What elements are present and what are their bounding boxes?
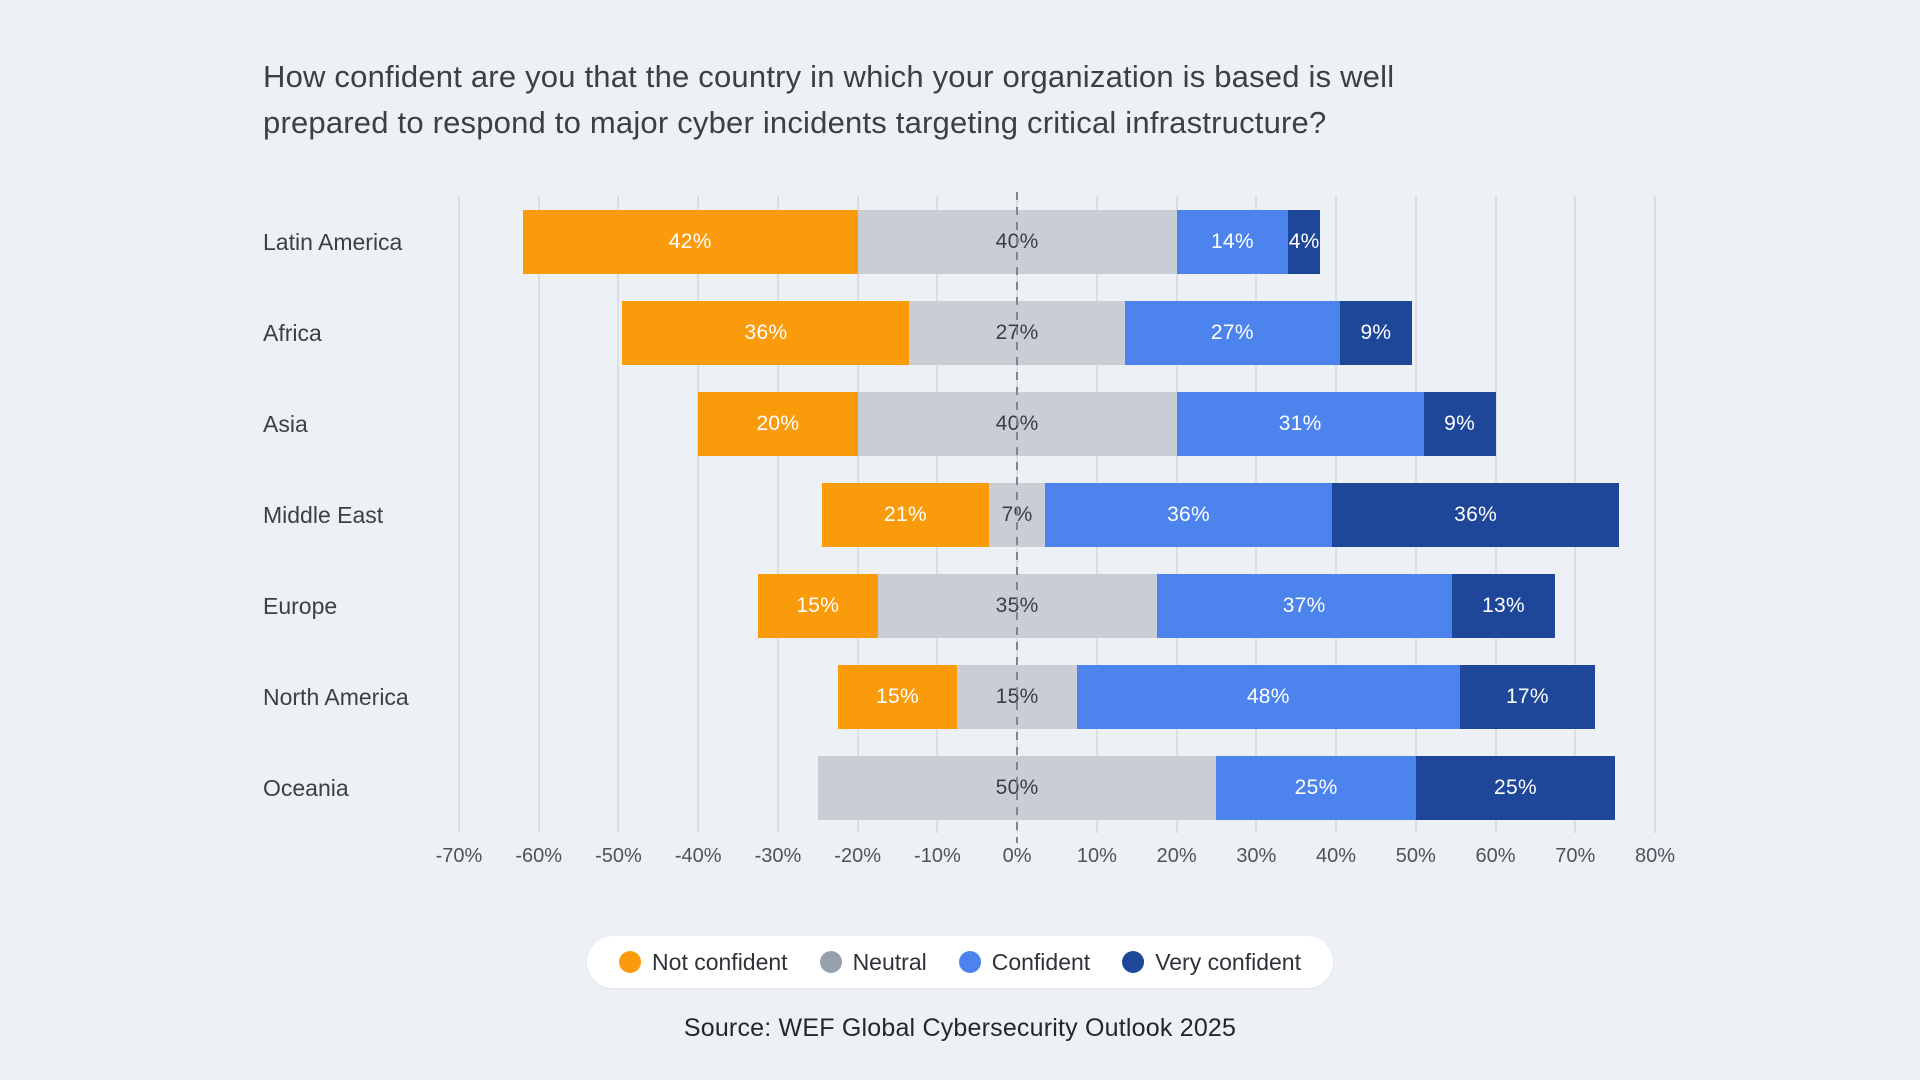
bar-segment-confident: 14% xyxy=(1176,209,1289,274)
neutral-swatch-icon xyxy=(819,951,842,973)
x-tick-label: -30% xyxy=(754,845,802,867)
segment-value-label: 4% xyxy=(1288,229,1320,253)
bar-row-middle-east: 21%7%36%36% xyxy=(459,482,1655,547)
legend: Not confident Neutral Confident Very confid… xyxy=(587,936,1333,988)
segment-value-label: 15% xyxy=(796,593,840,617)
segment-value-label: 9% xyxy=(1444,411,1476,435)
bar-row-north-america: 15%15%48%17% xyxy=(459,664,1655,729)
x-tick-label: -40% xyxy=(674,845,722,867)
x-tick-label: 80% xyxy=(1634,845,1676,867)
category-label-africa: Africa xyxy=(263,319,322,346)
segment-value-label: 36% xyxy=(744,320,788,344)
gridline xyxy=(537,196,540,833)
segment-value-label: 25% xyxy=(1294,775,1338,799)
x-tick-label: 30% xyxy=(1236,845,1277,867)
legend-label: Neutral xyxy=(852,948,927,975)
segment-value-label: 37% xyxy=(1282,593,1326,617)
legend-label: Not confident xyxy=(652,948,788,975)
gridline xyxy=(458,196,460,833)
chart-title: How confident are you that the country i… xyxy=(263,59,1395,140)
x-tick-label: -50% xyxy=(595,845,642,867)
bar-segment-not_confident: 15% xyxy=(758,573,878,638)
category-label-north-america: North America xyxy=(263,683,409,710)
segment-value-label: 25% xyxy=(1493,775,1537,799)
segment-value-label: 36% xyxy=(1454,502,1498,526)
x-tick-label: -20% xyxy=(834,845,882,867)
legend-label: Confident xyxy=(991,948,1091,975)
bar-segment-not_confident: 36% xyxy=(622,300,910,365)
category-label-asia: Asia xyxy=(263,410,308,437)
gridline xyxy=(1654,196,1656,833)
bar-segment-not_confident: 15% xyxy=(837,664,958,729)
gridline xyxy=(617,196,620,833)
confident-swatch-icon xyxy=(958,951,981,973)
segment-value-label: 13% xyxy=(1482,593,1525,617)
legend-item-very_confident: Very confident xyxy=(1122,949,1301,976)
x-tick-label: 0% xyxy=(1002,845,1032,867)
segment-value-label: 36% xyxy=(1167,502,1211,526)
source-caption: Source: WEF Global Cybersecurity Outlook… xyxy=(683,1014,1237,1042)
bar-segment-not_confident: 20% xyxy=(698,391,858,456)
x-axis: -70% -60% -50% -40% -30% -20% -10% 0% 10% 20% 30% 4… xyxy=(436,845,1675,871)
bar-segment-not_confident: 42% xyxy=(522,209,858,274)
category-label-middle-east: Middle East xyxy=(263,501,384,528)
segment-value-label: 21% xyxy=(884,502,927,526)
bar-segment-confident: 25% xyxy=(1216,755,1416,820)
segment-value-label: 17% xyxy=(1505,684,1549,708)
segment-value-label: 14% xyxy=(1210,229,1254,253)
x-tick-label: -10% xyxy=(914,845,961,867)
bar-row-asia: 20%40%31%9% xyxy=(459,391,1655,456)
segment-value-label: 9% xyxy=(1360,320,1392,344)
gridline xyxy=(697,196,700,833)
x-tick-label: -70% xyxy=(435,845,483,867)
x-tick-label: 50% xyxy=(1395,845,1436,867)
x-tick-label: 40% xyxy=(1316,845,1357,867)
legend-item-neutral: Neutral xyxy=(819,948,927,976)
bar-segment-confident: 48% xyxy=(1076,664,1460,729)
bar-segment-very_confident: 9% xyxy=(1423,391,1496,456)
bar-segment-very_confident: 9% xyxy=(1340,300,1412,365)
x-tick-label: -60% xyxy=(515,845,563,867)
category-label-latin-america: Latin America xyxy=(263,228,403,255)
bar-segment-confident: 37% xyxy=(1156,573,1452,638)
legend-item-confident: Confident xyxy=(958,948,1091,976)
x-tick-label: 60% xyxy=(1475,845,1516,867)
bar-segment-very_confident: 25% xyxy=(1415,755,1616,820)
bar-segment-very_confident: 13% xyxy=(1451,573,1556,638)
not_confident-swatch-icon xyxy=(619,951,642,973)
segment-value-label: 15% xyxy=(876,684,919,708)
x-tick-label: 10% xyxy=(1076,845,1117,867)
segment-value-label: 31% xyxy=(1278,411,1322,435)
x-tick-label: 20% xyxy=(1156,845,1197,867)
zero-baseline xyxy=(1016,192,1019,843)
bar-segment-confident: 36% xyxy=(1045,482,1333,547)
bar-segment-confident: 31% xyxy=(1176,391,1424,456)
segment-value-label: 27% xyxy=(1210,320,1254,344)
gridline xyxy=(776,196,779,833)
bar-segment-very_confident: 36% xyxy=(1332,482,1620,547)
segment-value-label: 48% xyxy=(1246,684,1290,708)
category-label-oceania: Oceania xyxy=(263,774,349,801)
bar-row-oceania: 50%25%25% xyxy=(459,755,1655,820)
bar-segment-not_confident: 21% xyxy=(821,482,990,547)
plot-area: 42%40%14%4%36%27%27%9%20%40%31%9%21%7%36… xyxy=(458,192,1656,843)
bar-segment-very_confident: 17% xyxy=(1459,664,1596,729)
bar-row-europe: 15%35%37%13% xyxy=(459,573,1655,638)
bar-row-latin-america: 42%40%14%4% xyxy=(459,209,1655,274)
category-label-europe: Europe xyxy=(263,592,338,619)
very_confident-swatch-icon xyxy=(1122,951,1145,973)
legend-item-not_confident: Not confident xyxy=(619,949,788,976)
bar-segment-confident: 27% xyxy=(1124,300,1341,365)
legend-label: Very confident xyxy=(1155,948,1301,975)
segment-value-label: 20% xyxy=(756,411,800,435)
bar-segment-very_confident: 4% xyxy=(1288,209,1321,274)
bar-row-africa: 36%27%27%9% xyxy=(459,300,1655,365)
x-tick-label: 70% xyxy=(1555,845,1596,867)
segment-value-label: 42% xyxy=(668,229,712,253)
